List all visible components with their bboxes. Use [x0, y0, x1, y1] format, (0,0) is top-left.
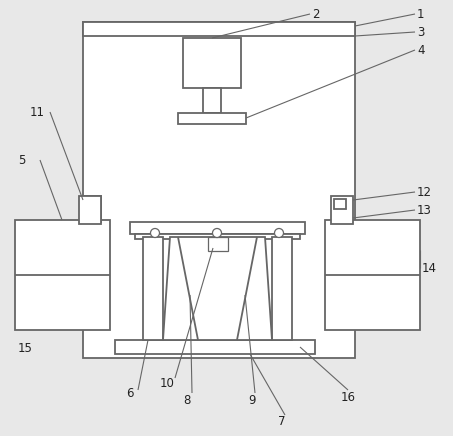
Bar	[135, 234, 300, 239]
Circle shape	[212, 228, 222, 238]
Bar	[325, 220, 420, 330]
Bar	[208, 237, 228, 251]
Bar	[334, 199, 346, 209]
Bar	[83, 196, 101, 222]
Text: 5: 5	[18, 153, 25, 167]
Bar	[331, 196, 353, 224]
Text: 1: 1	[417, 7, 424, 20]
Text: 13: 13	[417, 204, 432, 217]
Text: 3: 3	[417, 25, 424, 38]
Bar	[86, 199, 98, 209]
Text: 8: 8	[183, 394, 190, 406]
Text: 4: 4	[417, 44, 424, 57]
Bar	[183, 38, 241, 88]
Text: 7: 7	[278, 415, 285, 428]
Text: 15: 15	[18, 341, 33, 354]
Text: 14: 14	[422, 262, 437, 275]
Text: 12: 12	[417, 185, 432, 198]
Polygon shape	[163, 237, 272, 340]
Bar	[178, 113, 246, 124]
Bar	[79, 196, 101, 224]
Circle shape	[150, 228, 159, 238]
Text: 2: 2	[312, 7, 319, 20]
Text: 11: 11	[30, 106, 45, 119]
Bar	[272, 237, 292, 340]
Text: 9: 9	[248, 394, 255, 406]
Bar	[15, 220, 110, 330]
Text: 6: 6	[126, 386, 134, 399]
Text: 16: 16	[341, 391, 356, 403]
Bar	[83, 22, 355, 358]
Bar	[203, 88, 221, 113]
Bar	[83, 22, 355, 36]
Circle shape	[275, 228, 284, 238]
Text: 10: 10	[160, 377, 175, 389]
Bar	[115, 340, 315, 354]
Bar	[143, 237, 163, 340]
Bar	[130, 222, 305, 234]
